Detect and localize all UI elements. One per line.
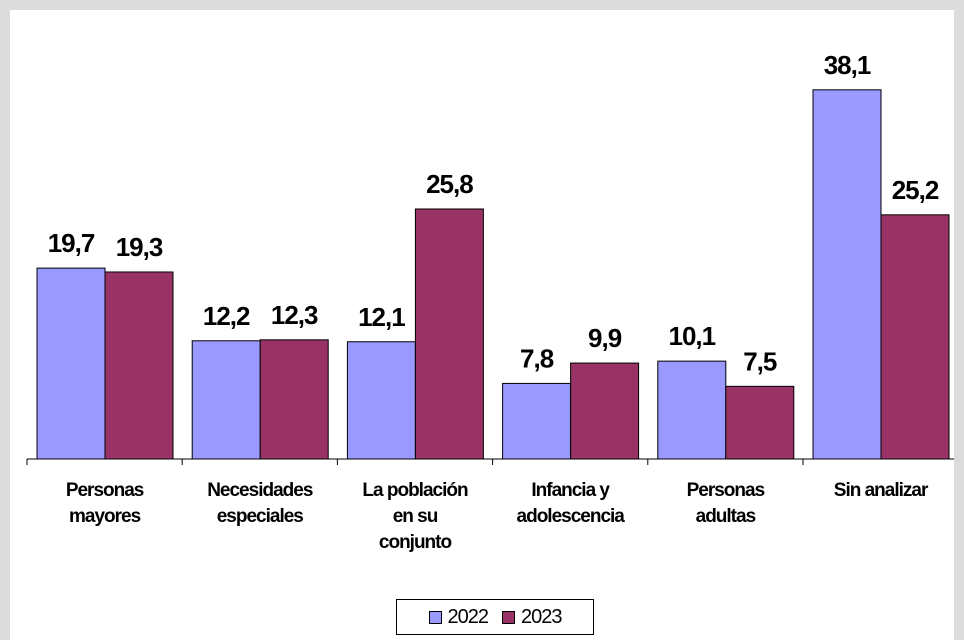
bar-2022 [657,360,727,460]
legend-label-2022: 2022 [447,605,489,628]
data-label-2023: 25,8 [426,169,473,199]
bar-chart: 19,7 19,3 12,2 12,3 12,1 25,8 7,8 9,9 10,1 7,5 38,… [26,50,954,465]
data-label-2023: 9,9 [588,323,622,353]
legend-swatch-2022 [428,610,442,624]
data-label-2022: 19,7 [48,228,95,258]
category-label: Infancia y adolescencia [495,478,645,530]
category-label-line: en su [392,506,439,527]
bar-2022 [191,340,261,460]
category-label-line: especiales [216,506,304,527]
legend-label-2023: 2023 [521,605,562,628]
bar-2022 [502,382,572,460]
data-label-2022: 12,2 [203,301,250,331]
bar-2022 [36,267,106,460]
category-label: Sin analizar [806,478,956,504]
category-label: Necesidades especiales [185,478,335,530]
category-label-line: La población [362,480,468,501]
bar-2023 [570,362,640,460]
category-label-line: Personas [65,480,145,501]
bar-2023 [259,339,329,460]
data-label-2022: 12,1 [358,302,405,332]
legend-item-2023: 2023 [502,606,562,629]
chart-area: 19,7 19,3 12,2 12,3 12,1 25,8 7,8 9,9 10,1 7,5 38,… [10,10,954,640]
bar-2023 [880,214,950,460]
data-label-2023: 7,5 [743,346,777,376]
category-label-line: Infancia y [531,480,610,501]
category-label-line: mayores [69,506,141,527]
category-label-line: adultas [695,506,757,527]
legend-item-2022: 2022 [428,605,489,629]
category-label: Personas mayores [30,478,180,530]
data-label-2023: 12,3 [271,300,318,330]
bar-2023 [414,208,484,460]
category-label-line: Sin analizar [833,480,929,501]
data-label-2022: 7,8 [520,343,554,373]
category-label-line: Necesidades [207,480,313,501]
bar-2023 [104,271,174,460]
data-label-2022: 38,1 [824,50,871,80]
data-label-2023: 25,2 [892,175,939,205]
bar-2022 [346,341,416,460]
category-label: La población en su conjunto [340,478,490,556]
category-label-line: adolescencia [516,506,625,527]
legend: 2022 2023 [396,599,594,635]
category-label: Personas adultas [650,478,800,530]
data-label-2022: 10,1 [668,321,715,351]
category-label-line: Personas [686,480,766,501]
legend-swatch-2023 [502,610,515,624]
category-label-line: conjunto [378,532,452,553]
bar-2022 [812,89,882,460]
bar-2023 [725,385,795,460]
data-label-2023: 19,3 [116,232,163,262]
